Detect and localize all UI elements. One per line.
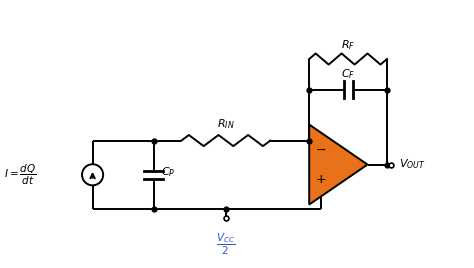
Text: $R_F$: $R_F$ xyxy=(341,38,355,52)
Text: $I = \dfrac{dQ}{dt}$: $I = \dfrac{dQ}{dt}$ xyxy=(4,163,36,187)
Polygon shape xyxy=(309,125,367,204)
Text: $C_P$: $C_P$ xyxy=(161,165,175,179)
Text: $C_F$: $C_F$ xyxy=(341,68,355,81)
Text: $V_{OUT}$: $V_{OUT}$ xyxy=(399,158,426,172)
Text: $+$: $+$ xyxy=(315,173,327,186)
Text: $-$: $-$ xyxy=(315,143,327,156)
Text: $\dfrac{V_{CC}}{2}$: $\dfrac{V_{CC}}{2}$ xyxy=(216,232,236,257)
Text: $R_{IN}$: $R_{IN}$ xyxy=(217,117,235,131)
